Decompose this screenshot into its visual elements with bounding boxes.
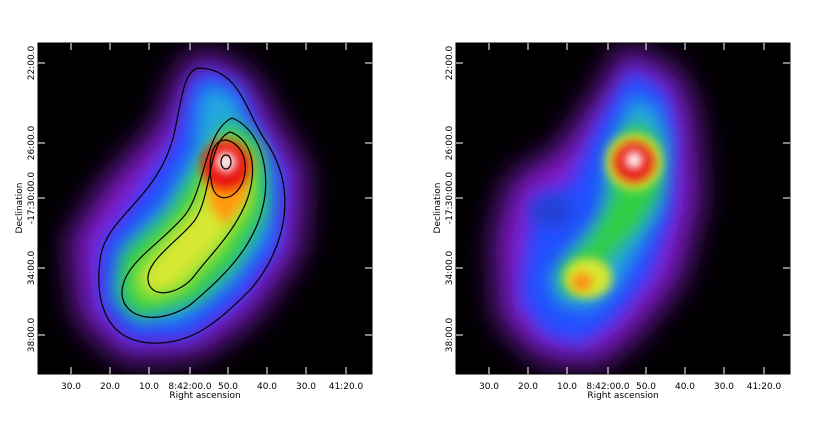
x-tick-label: 40.0 [675, 382, 695, 392]
x-tick-label: 20.0 [100, 382, 120, 392]
y-tick-label: 38:00.0 [27, 317, 37, 352]
y-tick-label: 38:00.0 [445, 317, 455, 352]
x-tick-label: 30.0 [296, 382, 316, 392]
x-tick-label: 10.0 [557, 382, 577, 392]
x-tick-label: 50.0 [218, 382, 238, 392]
x-axis-label: Right ascension [587, 391, 658, 401]
x-tick-label: 8:42:00.0 [586, 382, 630, 392]
y-tick-label: -17:30:00.0 [27, 172, 37, 225]
y-tick-label: -17:30:00.0 [445, 172, 455, 225]
y-tick-label: 34:00.0 [445, 250, 455, 285]
image-left [38, 43, 372, 374]
x-tick-label: 10.0 [139, 382, 159, 392]
x-tick-label: 30.0 [479, 382, 499, 392]
y-tick-label: 34:00.0 [27, 250, 37, 285]
x-tick-label: 20.0 [518, 382, 538, 392]
x-tick-label: 30.0 [714, 382, 734, 392]
y-tick-label: 22:00.0 [445, 45, 455, 80]
x-tick-label: 30.0 [61, 382, 81, 392]
x-tick-label: 41:20.0 [747, 382, 782, 392]
x-tick-label: 40.0 [257, 382, 277, 392]
x-axis-label: Right ascension [169, 391, 240, 401]
y-axis-label: Declination [15, 183, 25, 234]
frame [37, 42, 373, 375]
x-tick-label: 50.0 [636, 382, 656, 392]
x-tick-label: 8:42:00.0 [168, 382, 212, 392]
x-tick-label: 41:20.0 [329, 382, 364, 392]
image-right [456, 43, 790, 374]
y-tick-label: 22:00.0 [27, 45, 37, 80]
y-tick-label: 26:00.0 [445, 125, 455, 160]
frame [455, 42, 791, 375]
y-axis-label: Declination [433, 183, 443, 234]
y-tick-label: 26:00.0 [27, 125, 37, 160]
